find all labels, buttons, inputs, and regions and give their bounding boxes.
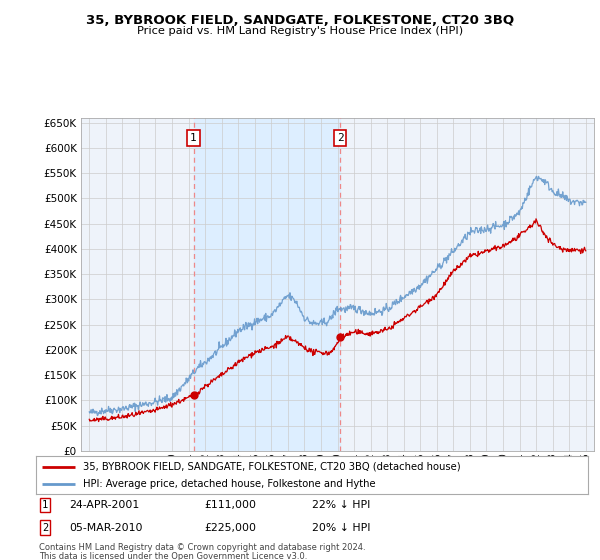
Text: 1: 1 [42, 500, 48, 510]
Text: HPI: Average price, detached house, Folkestone and Hythe: HPI: Average price, detached house, Folk… [83, 479, 376, 489]
Text: 2: 2 [42, 522, 48, 533]
Text: £225,000: £225,000 [204, 522, 256, 533]
Text: 20% ↓ HPI: 20% ↓ HPI [312, 522, 371, 533]
Text: 24-APR-2001: 24-APR-2001 [69, 500, 139, 510]
Text: Contains HM Land Registry data © Crown copyright and database right 2024.: Contains HM Land Registry data © Crown c… [39, 543, 365, 552]
Text: 2: 2 [337, 133, 344, 143]
Text: Price paid vs. HM Land Registry's House Price Index (HPI): Price paid vs. HM Land Registry's House … [137, 26, 463, 36]
Text: 22% ↓ HPI: 22% ↓ HPI [312, 500, 370, 510]
Text: This data is licensed under the Open Government Licence v3.0.: This data is licensed under the Open Gov… [39, 552, 307, 560]
Text: 1: 1 [190, 133, 197, 143]
Text: 35, BYBROOK FIELD, SANDGATE, FOLKESTONE, CT20 3BQ (detached house): 35, BYBROOK FIELD, SANDGATE, FOLKESTONE,… [83, 461, 461, 472]
Text: 05-MAR-2010: 05-MAR-2010 [69, 522, 143, 533]
Bar [194, 118, 340, 451]
Text: £111,000: £111,000 [204, 500, 256, 510]
Text: 35, BYBROOK FIELD, SANDGATE, FOLKESTONE, CT20 3BQ: 35, BYBROOK FIELD, SANDGATE, FOLKESTONE,… [86, 14, 514, 27]
